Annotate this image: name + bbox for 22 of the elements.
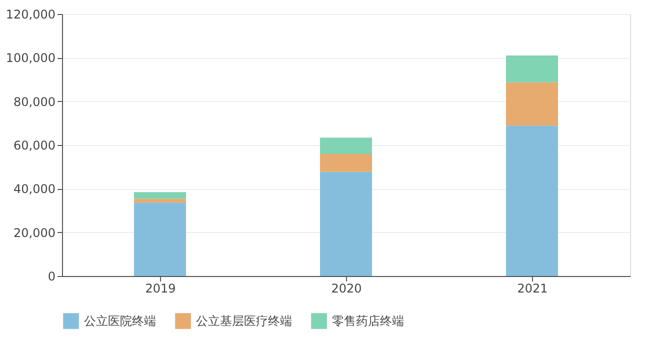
y-tick-label: 40,000 bbox=[14, 182, 56, 196]
bar bbox=[320, 154, 372, 172]
y-tick-label: 80,000 bbox=[14, 94, 56, 109]
legend-label: 零售药店终端 bbox=[332, 314, 404, 328]
y-tick-label: 120,000 bbox=[6, 8, 56, 22]
y-tick-label: 0 bbox=[48, 270, 56, 284]
bar bbox=[134, 202, 186, 276]
y-tick-label: 60,000 bbox=[14, 138, 56, 152]
x-tick-label: 2019 bbox=[145, 282, 176, 296]
x-tick-label: 2020 bbox=[331, 282, 362, 296]
x-tick-label: 2021 bbox=[517, 282, 548, 296]
bar bbox=[506, 82, 558, 126]
bar bbox=[320, 138, 372, 154]
bar bbox=[320, 172, 372, 276]
bar bbox=[506, 55, 558, 82]
bar bbox=[134, 192, 186, 199]
y-tick-label: 20,000 bbox=[14, 226, 56, 240]
bar bbox=[134, 198, 186, 203]
y-tick-label: 100,000 bbox=[6, 51, 56, 66]
legend-label: 公立医院终端 bbox=[84, 314, 156, 328]
legend-label: 公立基层医疗终端 bbox=[196, 314, 292, 328]
bar bbox=[506, 126, 558, 276]
